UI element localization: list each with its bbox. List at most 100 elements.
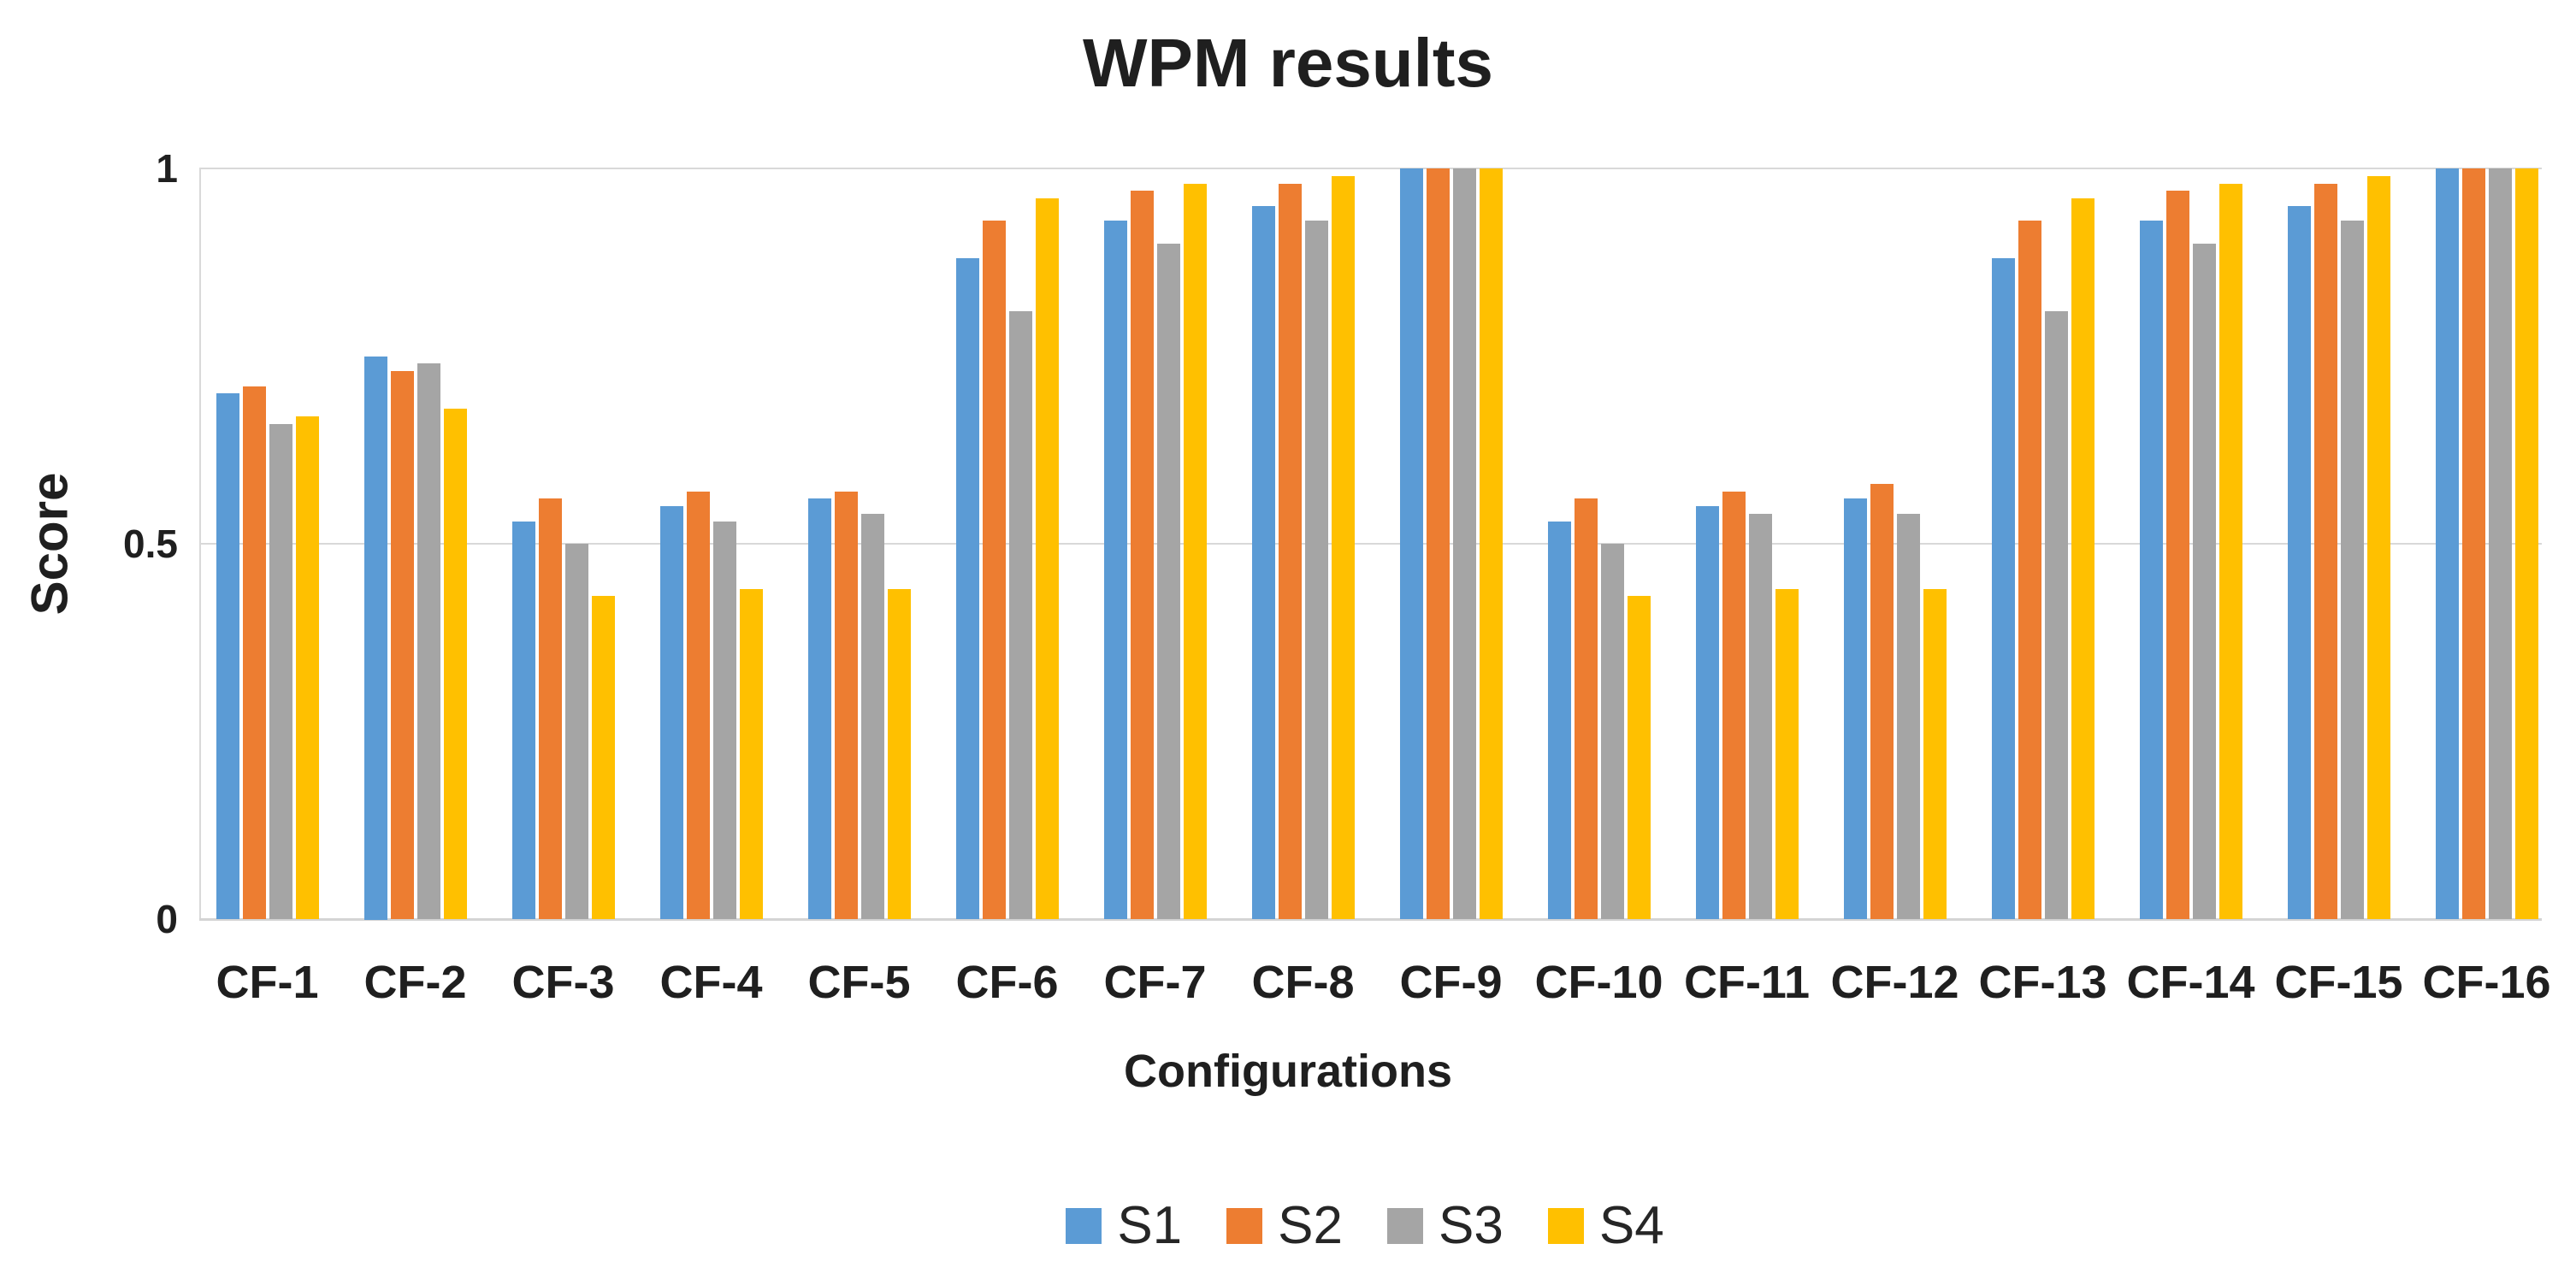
x-tick-label-cf-7: CF-7	[1103, 957, 1207, 1008]
bar-cf-12-s2	[1870, 484, 1894, 919]
x-tick-label-cf-3: CF-3	[511, 957, 615, 1008]
bar-cf-9-s1	[1400, 168, 1423, 919]
bar-cf-15-s1	[2288, 206, 2311, 919]
bar-cf-4-s3	[713, 522, 736, 919]
bar-cf-13-s2	[2018, 221, 2041, 919]
legend-item-s2: S2	[1226, 1195, 1343, 1256]
bar-cf-4-s2	[687, 492, 710, 919]
bar-cf-10-s1	[1548, 522, 1571, 919]
y-tick-label: 1	[156, 146, 178, 191]
bar-cf-16-s2	[2462, 168, 2485, 919]
bar-cf-16-s1	[2436, 168, 2459, 919]
bar-cf-7-s3	[1157, 244, 1180, 919]
x-tick-label-cf-10: CF-10	[1534, 957, 1663, 1008]
legend-swatch-s4	[1547, 1207, 1584, 1244]
bar-cf-8-s4	[1332, 176, 1355, 919]
x-tick-label-cf-8: CF-8	[1251, 957, 1355, 1008]
legend-item-s4: S4	[1547, 1195, 1664, 1256]
bar-cf-16-s4	[2515, 168, 2538, 919]
bar-cf-7-s1	[1104, 221, 1127, 919]
x-tick-label-cf-1: CF-1	[216, 957, 319, 1008]
bar-cf-16-s3	[2489, 168, 2512, 919]
bar-cf-15-s3	[2341, 221, 2364, 919]
bar-cf-5-s3	[861, 514, 884, 919]
x-tick-label-cf-4: CF-4	[659, 957, 763, 1008]
bar-cf-5-s1	[808, 498, 831, 919]
bar-cf-1-s2	[243, 386, 266, 919]
bar-cf-3-s2	[539, 498, 562, 919]
legend-label-s3: S3	[1439, 1196, 1504, 1255]
bar-cf-11-s1	[1696, 506, 1719, 919]
bar-cf-4-s4	[740, 589, 763, 919]
bar-cf-3-s1	[512, 522, 535, 919]
bar-cf-1-s4	[296, 416, 319, 919]
bar-cf-3-s3	[565, 544, 588, 919]
bar-cf-7-s4	[1184, 184, 1207, 919]
bar-cf-11-s2	[1722, 492, 1746, 919]
bar-cf-14-s3	[2193, 244, 2216, 919]
legend-label-s1: S1	[1117, 1196, 1183, 1255]
x-axis-line	[199, 918, 2542, 921]
bar-cf-14-s1	[2140, 221, 2163, 919]
x-tick-label-cf-13: CF-13	[1978, 957, 2107, 1008]
legend-label-s2: S2	[1278, 1196, 1343, 1255]
bar-cf-1-s3	[269, 424, 292, 919]
bar-cf-9-s3	[1453, 168, 1476, 919]
x-tick-label-cf-2: CF-2	[363, 957, 467, 1008]
bar-cf-9-s2	[1427, 168, 1450, 919]
x-tick-label-cf-6: CF-6	[955, 957, 1059, 1008]
bar-cf-12-s4	[1923, 589, 1947, 919]
bar-cf-14-s2	[2166, 191, 2189, 919]
gridline	[199, 168, 2542, 169]
bar-cf-10-s4	[1628, 596, 1651, 919]
legend-item-s1: S1	[1066, 1195, 1182, 1256]
bar-cf-14-s4	[2219, 184, 2242, 919]
legend-label-s4: S4	[1598, 1196, 1664, 1255]
bar-cf-2-s3	[417, 363, 440, 919]
legend: S1 S2 S3 S4	[77, 1195, 2576, 1256]
bar-cf-3-s4	[592, 596, 615, 919]
bar-cf-1-s1	[216, 393, 239, 919]
bar-cf-13-s4	[2071, 198, 2094, 919]
bar-cf-8-s3	[1305, 221, 1328, 919]
bar-cf-2-s4	[444, 409, 467, 919]
gridline	[199, 543, 2542, 545]
x-tick-label-cf-14: CF-14	[2126, 957, 2255, 1008]
bar-cf-10-s2	[1575, 498, 1598, 919]
x-tick-label-cf-12: CF-12	[1830, 957, 1959, 1008]
bar-cf-6-s1	[956, 258, 979, 919]
bar-cf-15-s4	[2367, 176, 2390, 919]
x-tick-label-cf-9: CF-9	[1399, 957, 1503, 1008]
y-tick-label: 0.5	[123, 522, 178, 566]
bar-cf-10-s3	[1601, 544, 1624, 919]
bar-cf-13-s3	[2045, 311, 2068, 919]
bar-cf-5-s2	[835, 492, 858, 919]
y-tick-label: 0	[156, 897, 178, 941]
bar-cf-5-s4	[888, 589, 911, 919]
bar-cf-15-s2	[2314, 184, 2337, 919]
bar-cf-6-s2	[983, 221, 1006, 919]
x-tick-label-cf-11: CF-11	[1683, 957, 1811, 1008]
bar-cf-2-s2	[391, 371, 414, 919]
bar-cf-11-s3	[1749, 514, 1772, 919]
bar-cf-8-s2	[1279, 184, 1302, 919]
bar-cf-11-s4	[1775, 589, 1799, 919]
legend-item-s3: S3	[1387, 1195, 1504, 1256]
chart-title: WPM results	[1082, 25, 1494, 101]
bar-cf-6-s4	[1036, 198, 1059, 919]
legend-swatch-s3	[1387, 1207, 1423, 1244]
bar-cf-12-s3	[1897, 514, 1920, 919]
bar-cf-12-s1	[1844, 498, 1867, 919]
x-tick-label-cf-5: CF-5	[807, 957, 911, 1008]
bar-cf-9-s4	[1480, 168, 1503, 919]
x-axis-title: Configurations	[1124, 1046, 1452, 1097]
bar-cf-13-s1	[1992, 258, 2015, 919]
legend-swatch-s2	[1226, 1207, 1263, 1244]
bar-cf-6-s3	[1009, 311, 1032, 919]
x-tick-label-cf-16: CF-16	[2422, 957, 2551, 1008]
x-tick-label-cf-15: CF-15	[2274, 957, 2403, 1008]
bar-cf-7-s2	[1131, 191, 1154, 919]
bar-cf-4-s1	[660, 506, 683, 919]
